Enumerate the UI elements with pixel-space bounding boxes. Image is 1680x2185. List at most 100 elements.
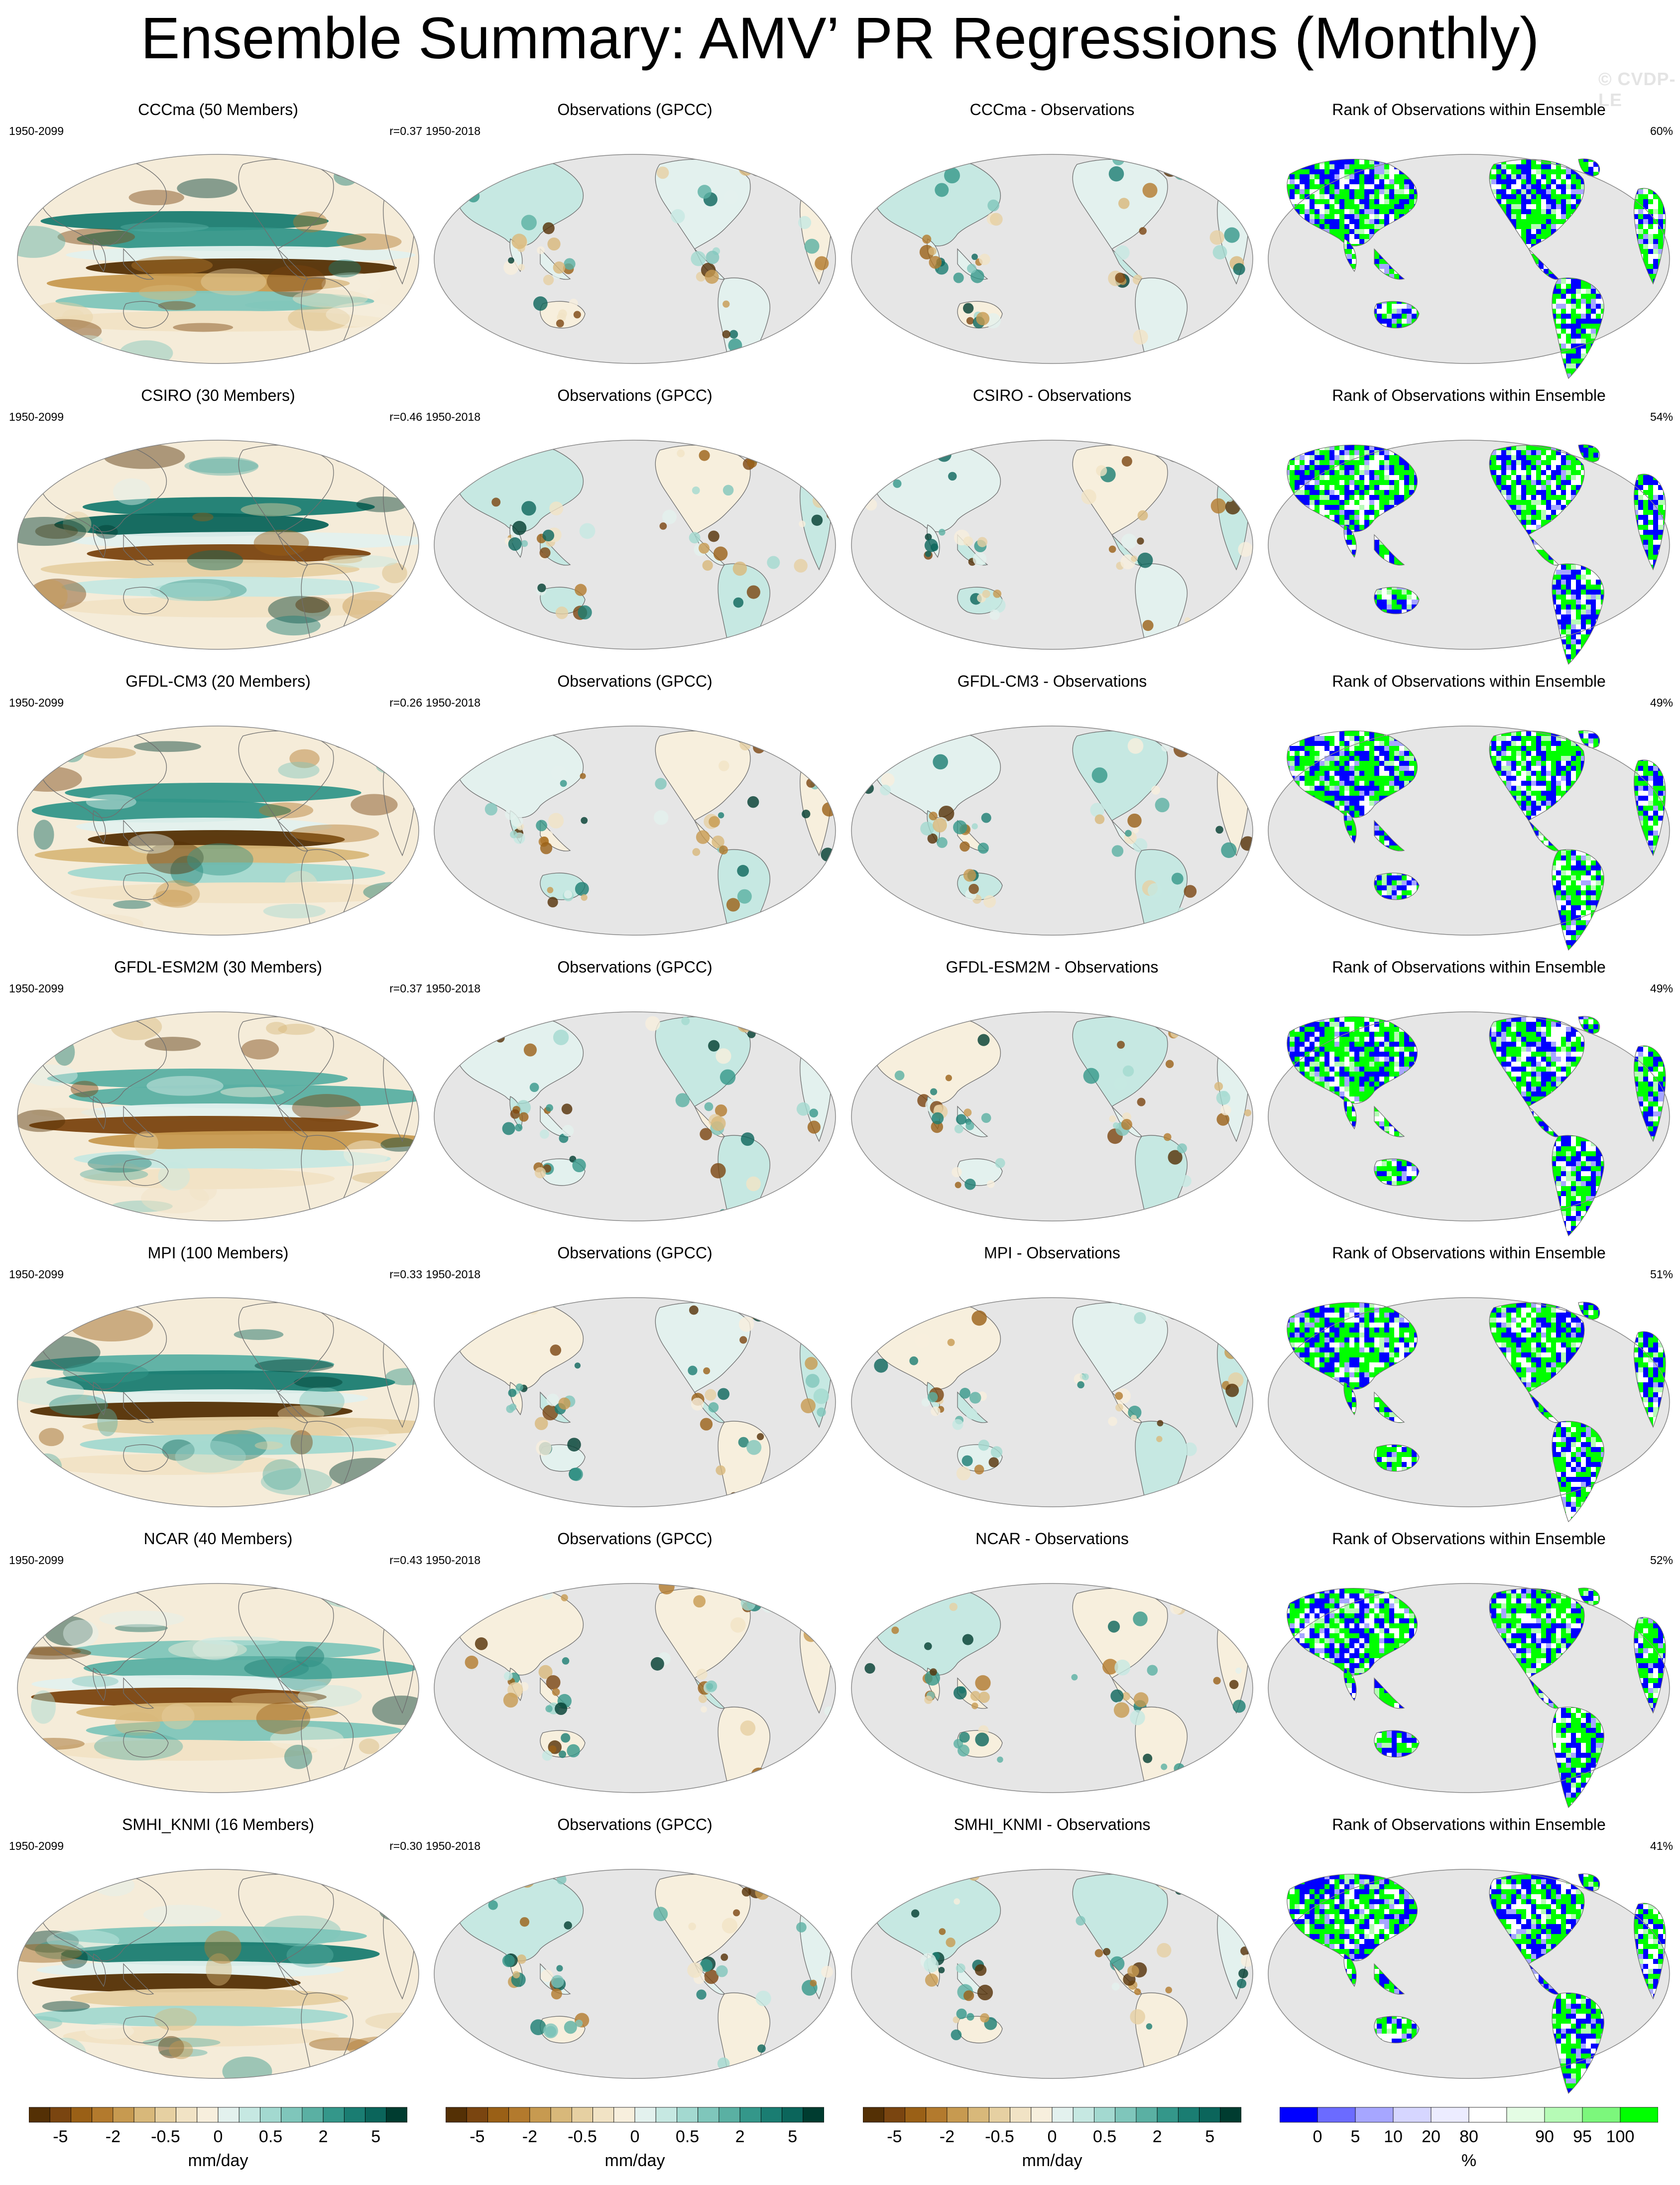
rank-cell	[1516, 731, 1521, 736]
rank-cell	[1638, 189, 1643, 194]
rank-cell	[1521, 159, 1526, 164]
rank-cell	[1352, 841, 1356, 843]
rank-cell	[1638, 204, 1643, 209]
rank-cell	[1290, 194, 1295, 199]
rank-cell	[1349, 495, 1354, 500]
rank-cell	[1561, 204, 1566, 209]
rank-cell	[1596, 600, 1601, 605]
rank-cell	[1354, 505, 1359, 510]
rank-cell	[1324, 801, 1329, 806]
rank-cell	[1601, 368, 1604, 373]
rank-cell	[1354, 801, 1359, 806]
rank-cell	[1552, 649, 1556, 654]
rank-cell	[1404, 209, 1409, 214]
rank-cell	[1638, 500, 1643, 505]
rank-cell	[1566, 940, 1571, 945]
rank-cell	[1379, 495, 1384, 500]
rank-cell	[1339, 806, 1344, 811]
rank-cell	[1496, 475, 1501, 480]
rank-cell	[1354, 450, 1359, 455]
rank-cell	[1546, 751, 1551, 756]
rank-cell	[1324, 189, 1329, 194]
rank-cell	[1300, 741, 1305, 746]
rank-cell	[1409, 189, 1414, 194]
rank-cell	[1591, 334, 1596, 339]
rank-cell	[1349, 179, 1354, 184]
rank-cell	[1310, 164, 1315, 169]
rank-cell	[1339, 450, 1344, 455]
rank-cell	[1404, 184, 1409, 189]
rank-cell	[1516, 741, 1521, 746]
rank-cell	[1496, 179, 1501, 184]
rank-cell	[1648, 194, 1653, 199]
rank-cell	[1379, 545, 1384, 550]
rank-cell	[1606, 629, 1611, 634]
rank-cell	[1399, 475, 1404, 480]
rank-cell	[1586, 890, 1591, 895]
rank-cell	[1334, 159, 1339, 164]
rank-cell	[1392, 301, 1397, 304]
rank-cell	[1561, 154, 1566, 159]
rank-cell	[1339, 520, 1344, 525]
rank-cell	[1354, 224, 1359, 229]
rank-cell	[1531, 786, 1536, 791]
rank-cell	[1359, 159, 1364, 164]
rank-cell	[1576, 639, 1581, 644]
rank-cell	[1364, 465, 1369, 470]
field-blob	[328, 555, 398, 568]
rank-cell	[1364, 194, 1369, 199]
rank-cell	[1359, 234, 1364, 239]
rank-cell	[1384, 440, 1389, 445]
rank-cell	[1354, 164, 1359, 169]
rank-cell	[1536, 239, 1541, 244]
rank-cell	[1561, 639, 1566, 644]
rank-cell	[1606, 359, 1611, 364]
rank-cell	[1581, 654, 1586, 659]
rank-cell	[1566, 344, 1571, 349]
rank-cell	[1359, 520, 1364, 525]
rank-cell	[1397, 595, 1402, 600]
rank-cell	[1374, 440, 1379, 445]
rank-cell	[1354, 746, 1359, 751]
rank-cell	[1571, 771, 1576, 776]
coastline	[1343, 239, 1357, 272]
rank-cell	[1389, 846, 1394, 850]
rank-cell	[1552, 654, 1556, 659]
rank-cell	[1596, 309, 1601, 314]
rank-cell	[1551, 791, 1556, 796]
rank-cell	[1556, 329, 1561, 334]
rank-cell	[1359, 796, 1364, 801]
rank-cell	[1506, 465, 1511, 470]
rank-cell	[1369, 766, 1374, 771]
rank-cell	[1556, 850, 1561, 855]
rank-cell	[1658, 219, 1663, 224]
rank-cell	[1379, 199, 1384, 204]
rank-cell	[1354, 816, 1359, 818]
land-anomaly	[1111, 845, 1124, 857]
rank-cell	[1374, 550, 1379, 555]
rank-cell	[1526, 164, 1531, 169]
rank-cell	[1556, 575, 1561, 580]
rank-cell	[1551, 164, 1556, 169]
rank-cell	[1576, 595, 1581, 600]
rank-cell	[1344, 229, 1349, 234]
rank-cell	[1359, 229, 1364, 234]
rank-cell	[1397, 895, 1402, 900]
rank-cell	[1561, 299, 1566, 304]
rank-cell	[1536, 189, 1541, 194]
rank-cell	[1369, 209, 1374, 214]
rank-cell	[1379, 455, 1384, 460]
land-anomaly	[1167, 450, 1177, 460]
rank-cell	[1653, 264, 1658, 269]
rank-cell	[1359, 470, 1364, 475]
rank-cell	[1392, 875, 1397, 880]
rank-cell	[1369, 806, 1374, 811]
rank-cell	[1310, 731, 1315, 736]
rank-cell	[1315, 460, 1320, 465]
rank-cell	[1541, 189, 1546, 194]
rank-cell	[1591, 649, 1596, 654]
rank-cell	[1344, 224, 1349, 229]
rank-cell	[1576, 174, 1581, 179]
rank-cell	[1643, 520, 1648, 525]
land-anomaly	[741, 355, 752, 364]
